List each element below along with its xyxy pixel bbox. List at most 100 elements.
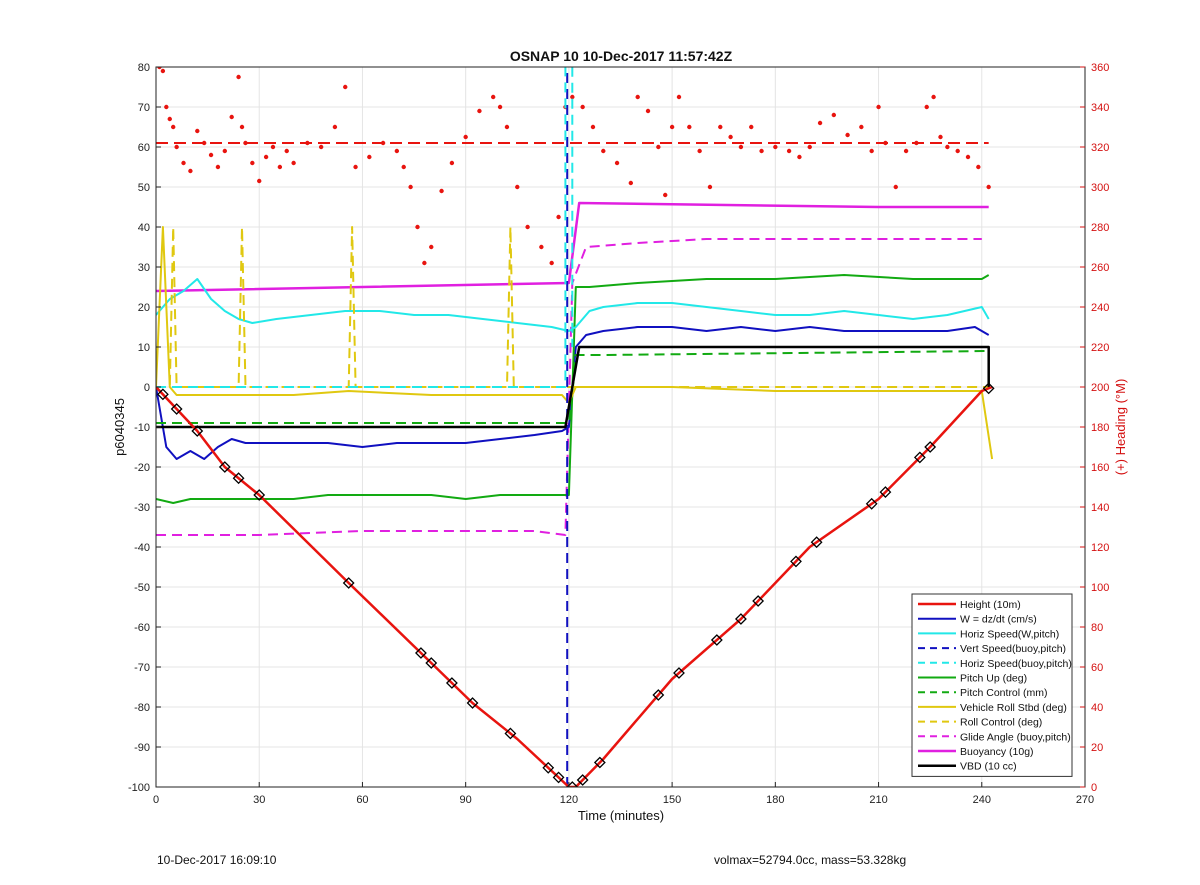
y2-tick-label: 200 [1091, 382, 1109, 394]
y-tick-label: -30 [134, 502, 150, 514]
heading-point [955, 148, 960, 154]
height-marker [879, 486, 892, 498]
heading-point [635, 94, 640, 100]
heading-point [601, 148, 606, 154]
heading-point [250, 160, 255, 166]
heading-point [243, 140, 248, 146]
heading-point [353, 164, 358, 170]
legend-label: Pitch Control (mm) [960, 687, 1048, 699]
series-line-horiz-speed-buoy-pitch- [156, 67, 574, 388]
series-line-pitch-up-deg- [156, 274, 990, 504]
heading-point [408, 184, 413, 190]
heading-point [945, 144, 950, 150]
heading-point [931, 94, 936, 100]
height-marker [218, 461, 231, 473]
heading-point [986, 184, 991, 190]
heading-point [343, 84, 348, 90]
y2-tick-label: 340 [1091, 102, 1109, 114]
heading-point [976, 164, 981, 170]
heading-point [201, 140, 207, 146]
heading-point [938, 134, 943, 140]
heading-point [570, 94, 575, 100]
y-tick-label: -50 [134, 582, 150, 594]
legend-entry: W = dz/dt (cm/s) [918, 614, 1037, 626]
heading-point [773, 144, 778, 150]
legend-entry: Pitch Control (mm) [918, 687, 1048, 699]
y-tick-label: 70 [138, 102, 150, 114]
y-tick-label: 80 [138, 62, 150, 74]
legend-entry: Horiz Speed(buoy,pitch) [918, 658, 1072, 670]
height-marker [673, 667, 685, 679]
heading-point [539, 244, 544, 250]
y2-tick-label: 100 [1091, 582, 1109, 594]
y2-tick-label: 20 [1091, 742, 1103, 754]
x-tick-label: 90 [460, 794, 472, 806]
height-marker [735, 613, 747, 625]
heading-point [859, 124, 864, 130]
legend-label: Roll Control (deg) [960, 717, 1042, 729]
height-marker [924, 441, 937, 453]
y2-tick-label: 300 [1091, 182, 1109, 194]
x-axis-label: Time (minutes) [578, 808, 664, 823]
heading-point [687, 124, 692, 130]
heading-point [160, 68, 166, 74]
heading-point [291, 160, 296, 166]
heading-point [669, 124, 675, 130]
height-marker [466, 697, 479, 709]
height-marker [982, 382, 995, 395]
heading-point [628, 180, 634, 186]
heading-point [707, 184, 713, 190]
heading-point [697, 148, 702, 154]
x-tick-label: 240 [973, 794, 991, 806]
height-marker [710, 634, 723, 646]
y-tick-label: -80 [134, 702, 150, 714]
series-line-vehicle-roll-stbd-deg- [156, 226, 994, 460]
y-tick-label: -90 [134, 742, 150, 754]
heading-point [422, 260, 427, 266]
legend-label: Vert Speed(buoy,pitch) [960, 643, 1066, 655]
heading-point [556, 214, 561, 220]
y2-tick-label: 140 [1091, 502, 1109, 514]
height-marker [552, 771, 565, 784]
heading-point [728, 134, 733, 140]
heading-point [208, 152, 214, 158]
height-marker [652, 689, 665, 701]
heading-point [318, 144, 324, 150]
heading-point [515, 184, 520, 190]
y-tick-label: -60 [134, 622, 150, 634]
height-marker [810, 536, 823, 549]
legend-label: Vehicle Roll Stbd (deg) [960, 702, 1067, 714]
legend-entry: Vert Speed(buoy,pitch) [918, 643, 1066, 655]
x-tick-label: 270 [1076, 794, 1094, 806]
height-marker [445, 677, 458, 689]
series-line-height-10m- [156, 385, 993, 787]
heading-point [277, 164, 283, 170]
legend-label: Horiz Speed(buoy,pitch) [960, 658, 1072, 670]
heading-point [903, 148, 909, 154]
y2-axis-label: (+) Heading (°M) [1113, 379, 1128, 476]
chart-title: OSNAP 10 10-Dec-2017 11:57:42Z [510, 48, 733, 64]
heading-point [893, 184, 898, 190]
height-marker [191, 425, 204, 437]
heading-point [845, 132, 850, 138]
y2-tick-label: 220 [1091, 342, 1109, 354]
y-tick-label: 10 [138, 342, 150, 354]
y-axis-ticks: -100-90-80-70-60-50-40-30-20-10010203040… [128, 62, 161, 794]
y2-tick-label: 260 [1091, 262, 1109, 274]
height-marker [232, 472, 245, 485]
heading-point [167, 116, 172, 122]
heading-point [284, 148, 289, 154]
heading-point [429, 244, 434, 250]
heading-point [270, 144, 276, 150]
height-marker [542, 761, 555, 774]
height-marker [913, 451, 926, 464]
y2-tick-label: 160 [1091, 462, 1109, 474]
height-marker [865, 497, 878, 510]
heading-point [236, 74, 241, 80]
heading-point [477, 108, 482, 114]
legend-entry: Glide Angle (buoy,pitch) [918, 731, 1071, 743]
heading-point [869, 148, 874, 154]
heading-point [504, 124, 510, 130]
y-tick-label: 30 [138, 262, 150, 274]
heading-point [188, 168, 193, 174]
